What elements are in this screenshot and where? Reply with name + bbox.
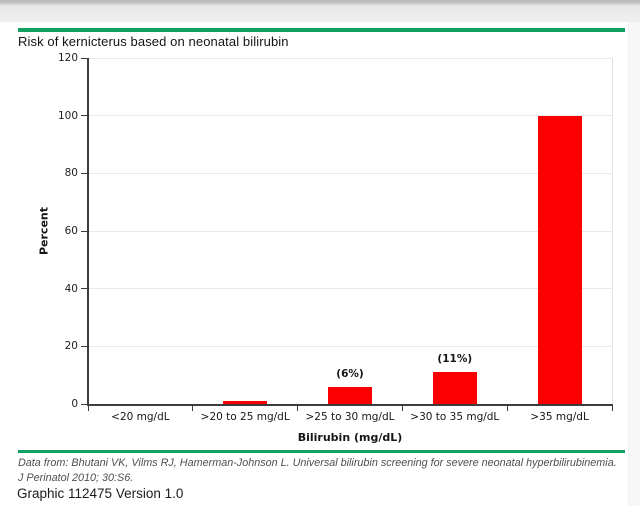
- y-tick: [81, 345, 87, 347]
- y-tick-label: 60: [64, 225, 78, 237]
- y-tick: [81, 115, 87, 117]
- y-tick: [81, 57, 87, 59]
- bar-5: [537, 115, 582, 404]
- x-axis-line: [87, 404, 613, 406]
- y-tick-label: 100: [57, 109, 78, 122]
- y-gridline: [88, 115, 612, 117]
- x-axis-title: Bilirubin (mg/dL): [297, 431, 403, 444]
- y-gridline: [88, 288, 612, 290]
- page-top-strip: [0, 0, 640, 22]
- y-tick-label: 40: [64, 282, 78, 295]
- y-gridline: [88, 230, 612, 232]
- title-divider: [18, 28, 625, 32]
- y-gridline: [88, 345, 612, 347]
- footer-divider: [18, 450, 625, 453]
- x-category-label-1: <20 mg/dL: [111, 411, 170, 423]
- x-category-label-2: >20 to 25 mg/dL: [200, 411, 290, 423]
- plot-right-edge: [612, 58, 613, 404]
- x-category-label-3: >25 to 30 mg/dL: [305, 411, 395, 423]
- y-tick-label: 20: [64, 340, 78, 353]
- y-gridline: [88, 57, 612, 59]
- right-gutter: [628, 22, 640, 506]
- x-category-label-5: >35 mg/dL: [530, 411, 589, 423]
- x-category-label-4: >30 to 35 mg/dL: [410, 411, 500, 423]
- x-tick: [506, 406, 508, 411]
- citation-text: Data from: Bhutani VK, Vilms RJ, Hamerma…: [18, 457, 617, 485]
- page-title: Risk of kernicterus based on neonatal bi…: [18, 34, 289, 49]
- x-tick: [297, 406, 299, 411]
- bar-3: [328, 386, 372, 404]
- x-tick: [192, 406, 194, 411]
- bar-2: [223, 401, 268, 404]
- x-tick: [401, 406, 403, 411]
- bar-4: [432, 372, 477, 404]
- bar-value-label-4: (11%): [437, 353, 473, 366]
- y-tick-label: 120: [57, 52, 78, 64]
- bar-value-label-3: (6%): [336, 367, 364, 380]
- y-tick-label: 0: [71, 398, 78, 410]
- x-tick: [87, 406, 89, 411]
- y-tick: [81, 172, 87, 174]
- y-tick-label: 80: [64, 167, 78, 180]
- x-tick: [611, 406, 613, 411]
- y-gridline: [88, 172, 612, 174]
- graphic-version-label: Graphic 112475 Version 1.0: [17, 486, 184, 501]
- y-axis-line: [87, 58, 89, 405]
- y-tick: [81, 230, 87, 232]
- y-tick: [81, 288, 87, 290]
- y-tick: [81, 403, 87, 405]
